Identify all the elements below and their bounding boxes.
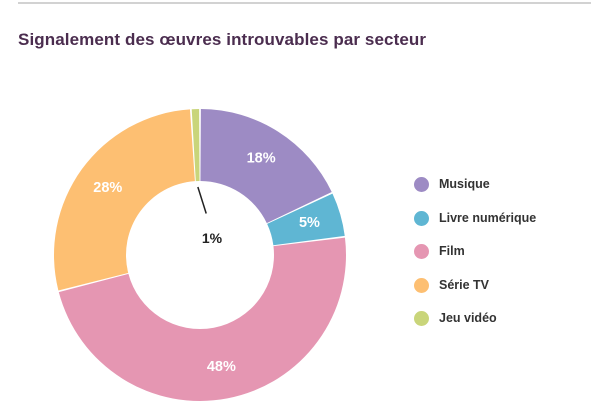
leader-line-jeu-video — [197, 186, 207, 214]
donut-slices — [54, 109, 347, 402]
legend-swatch — [414, 244, 429, 259]
donut-slice-serie-tv — [54, 109, 195, 291]
donut-slice-jeu-video — [191, 109, 200, 182]
donut-slice-livre-numerique — [267, 193, 345, 246]
legend-item: Film — [414, 242, 584, 276]
donut-slice-musique — [200, 109, 332, 224]
legend-swatch — [414, 277, 429, 293]
slice-label-musique: 18% — [247, 151, 276, 167]
donut-chart: 18% 5% 48% 28% 1% — [54, 109, 347, 402]
legend-label: Film — [439, 244, 465, 258]
slice-label-film: 48% — [207, 359, 236, 375]
legend: Musique Livre numérique Film Série TV Je… — [414, 175, 584, 343]
slice-label-serie-tv: 28% — [93, 180, 122, 196]
legend-swatch — [414, 177, 429, 192]
legend-swatch — [414, 311, 429, 326]
legend-swatch — [414, 210, 429, 226]
legend-label: Jeu vidéo — [439, 311, 497, 325]
legend-item: Musique — [414, 175, 584, 209]
legend-label: Série TV — [439, 277, 490, 292]
legend-item: Jeu vidéo — [414, 309, 584, 343]
legend-label: Musique — [439, 177, 490, 191]
slice-label-livre-numerique: 5% — [299, 215, 320, 231]
slice-label-jeu-video: 1% — [202, 230, 223, 246]
legend-item: Livre numérique — [414, 209, 584, 243]
legend-label: Livre numérique — [439, 210, 537, 225]
donut-slice-labels: 18% 5% 48% 28% 1% — [93, 151, 320, 375]
top-divider — [18, 2, 591, 4]
legend-item: Série TV — [414, 276, 584, 310]
donut-slice-film — [58, 237, 347, 402]
chart-title: Signalement des œuvres introuvables par … — [18, 30, 427, 49]
